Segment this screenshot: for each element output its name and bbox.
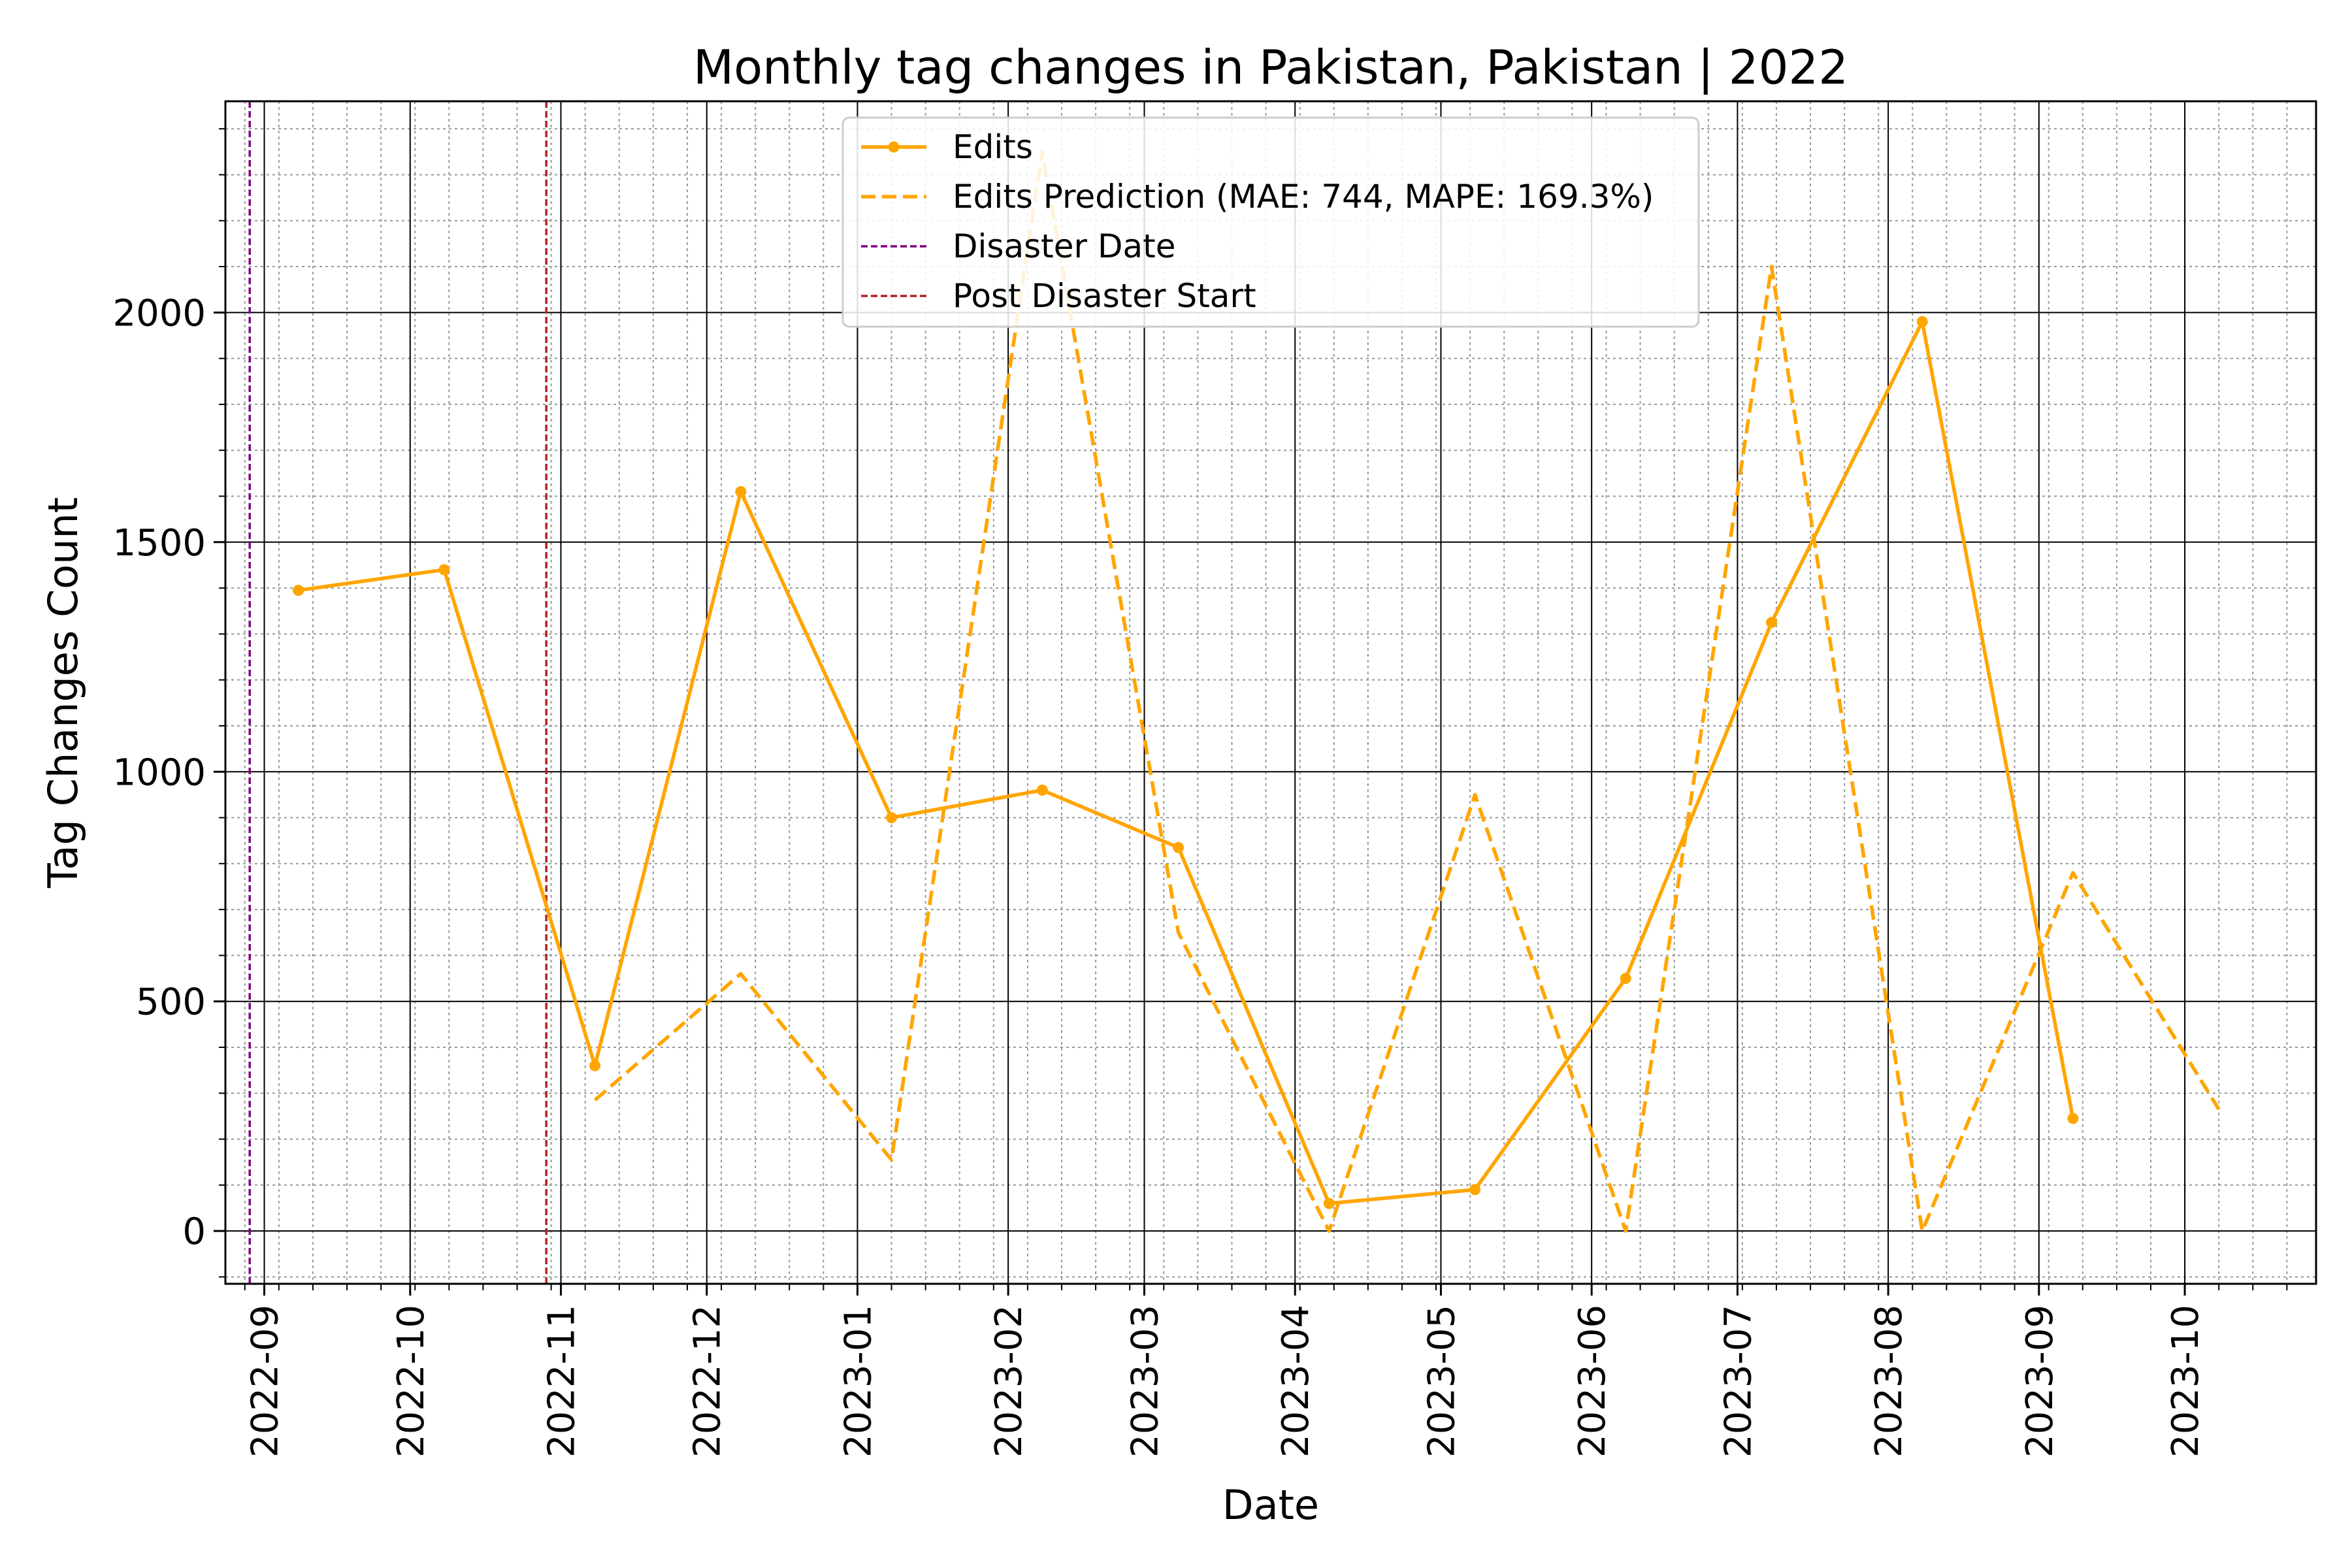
legend-entry: Disaster Date <box>953 227 1175 265</box>
series-layer <box>293 150 2221 1233</box>
axis-ticks: 2022-09 2022-10 2022-11 2022-12 2023-01 2023-… <box>112 128 2288 1458</box>
y-tick-label: 1500 <box>112 522 206 564</box>
edits-point <box>886 812 898 824</box>
x-tick-label: 2023-04 <box>1275 1305 1317 1458</box>
legend-entry: Edits <box>953 128 1033 166</box>
edits-point <box>1766 617 1778 629</box>
x-tick-label: 2022-11 <box>540 1305 583 1458</box>
edits-point <box>1036 784 1048 796</box>
legend-marker <box>888 141 900 153</box>
edits-point <box>1916 316 1928 327</box>
x-tick-label: 2023-03 <box>1124 1305 1167 1458</box>
chart-title: Monthly tag changes in Pakistan, Pakista… <box>693 40 1848 95</box>
edits-point <box>1323 1198 1335 1209</box>
edits-point <box>438 564 450 576</box>
edits-point <box>735 485 747 497</box>
x-tick-label: 2023-10 <box>2164 1305 2207 1458</box>
x-tick-label: 2023-08 <box>1868 1305 1910 1458</box>
x-tick-label: 2023-01 <box>837 1305 879 1458</box>
x-tick-label: 2022-12 <box>687 1305 729 1458</box>
x-tick-label: 2022-10 <box>390 1305 433 1458</box>
x-tick-label: 2022-09 <box>244 1305 287 1458</box>
legend-entry: Edits Prediction (MAE: 744, MAPE: 169.3%… <box>953 178 1654 216</box>
y-tick-label: 2000 <box>112 292 206 335</box>
y-tick-label: 0 <box>182 1211 206 1253</box>
minor-grid <box>225 101 2316 1284</box>
edits-point <box>589 1060 601 1071</box>
edits-point <box>1469 1184 1481 1196</box>
x-tick-label: 2023-09 <box>2019 1305 2061 1458</box>
reference-lines <box>248 101 547 1284</box>
series-prediction-line <box>593 150 2221 1233</box>
edits-point <box>1620 973 1631 985</box>
x-tick-label: 2023-06 <box>1571 1305 1614 1458</box>
legend-box <box>841 116 1700 328</box>
y-axis-label: Tag Changes Count <box>39 497 87 889</box>
x-axis-label: Date <box>1222 1481 1319 1529</box>
plot-frame <box>224 100 2317 1285</box>
x-tick-label: 2023-07 <box>1717 1305 1759 1458</box>
edits-point <box>1173 841 1184 853</box>
legend: Edits Edits Prediction (MAE: 744, MAPE: 1… <box>841 116 1700 328</box>
x-tick-label: 2023-05 <box>1420 1305 1463 1458</box>
edits-point <box>293 585 304 596</box>
legend-entry: Post Disaster Start <box>953 277 1256 315</box>
edits-point <box>2067 1113 2079 1124</box>
x-tick-label: 2023-02 <box>988 1305 1030 1458</box>
y-tick-label: 1000 <box>112 751 206 794</box>
y-tick-label: 500 <box>136 981 206 1024</box>
